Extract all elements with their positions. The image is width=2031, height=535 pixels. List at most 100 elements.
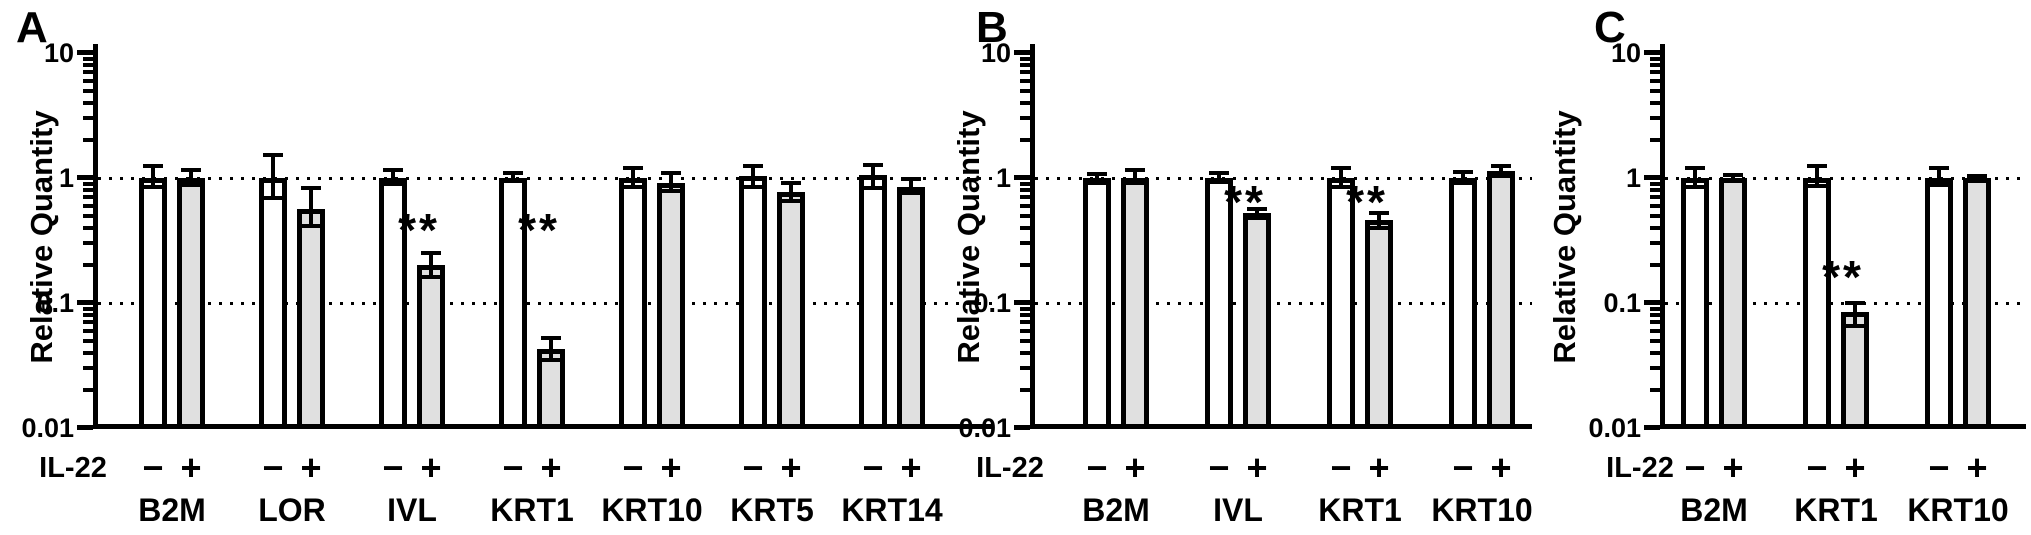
error-bar-cap-bottom	[1453, 181, 1473, 186]
error-bar-cap-bottom	[1125, 181, 1145, 186]
bar-KRT10-plus	[657, 183, 685, 429]
treatment-marker: +	[900, 447, 922, 488]
treatment-marker: +	[1966, 447, 1988, 488]
treatment-marker: +	[1844, 447, 1866, 488]
error-bar-cap-bottom	[1929, 182, 1949, 187]
minor-tick	[1020, 203, 1030, 208]
treatment-marker: −	[382, 447, 404, 488]
y-tick-label: 10	[980, 38, 1011, 68]
error-bar-cap-bottom	[743, 184, 763, 189]
error-bar-cap-top	[863, 163, 883, 168]
error-bar-cap-bottom	[1491, 173, 1511, 178]
error-bar-line	[151, 165, 155, 187]
y-axis-line	[1030, 44, 1035, 429]
error-bar-line	[871, 165, 875, 189]
treatment-marker: +	[660, 447, 682, 488]
error-bar-cap-top	[263, 152, 283, 157]
gene-label-IVL: IVL	[1213, 492, 1263, 528]
error-bar-cap-bottom	[781, 199, 801, 204]
minor-tick	[1020, 70, 1030, 75]
error-bar-cap-bottom	[421, 275, 441, 280]
gene-label-B2M: B2M	[1082, 492, 1150, 528]
bar-B2M-minus	[139, 178, 167, 429]
minor-tick	[1650, 88, 1660, 93]
bar-LOR-minus	[259, 178, 287, 429]
major-tick	[1644, 300, 1660, 305]
minor-tick	[83, 263, 93, 268]
bar-KRT1-minus	[1327, 178, 1355, 429]
error-bar-line	[909, 179, 913, 193]
treatment-marker: +	[300, 447, 322, 488]
error-bar-cap-top	[1369, 211, 1389, 216]
bar-B2M-plus	[1719, 178, 1747, 429]
minor-tick	[1020, 366, 1030, 371]
minor-tick	[1020, 116, 1030, 121]
error-bar-cap-top	[901, 177, 921, 182]
minor-tick	[83, 320, 93, 325]
error-bar-line	[1937, 168, 1941, 185]
error-bar-line	[789, 183, 793, 202]
minor-tick	[83, 338, 93, 343]
y-tick-label: 1	[1625, 163, 1641, 193]
bar-KRT10-minus	[1449, 178, 1477, 429]
minor-tick	[1020, 100, 1030, 105]
bar-IVL-minus	[379, 178, 407, 429]
minor-tick	[83, 88, 93, 93]
error-bar-cap-top	[1685, 166, 1705, 171]
panel-a-letter: A	[16, 3, 48, 52]
bar-KRT10-plus	[1487, 171, 1515, 429]
bar-LOR-plus	[297, 208, 325, 429]
minor-tick	[83, 116, 93, 121]
error-bar-cap-top	[743, 163, 763, 168]
error-bar-cap-bottom	[1369, 225, 1389, 230]
gene-label-KRT10: KRT10	[1907, 492, 2009, 528]
major-tick	[1014, 175, 1030, 180]
error-bar-cap-bottom	[1209, 179, 1229, 184]
bar-KRT1-plus	[537, 348, 565, 429]
minor-tick	[1650, 100, 1660, 105]
minor-tick	[1020, 225, 1030, 230]
error-bar-cap-bottom	[1331, 184, 1351, 189]
minor-tick	[1650, 203, 1660, 208]
y-tick-label: 1	[995, 163, 1011, 193]
bar-KRT1-minus	[499, 178, 527, 429]
error-bar-cap-bottom	[263, 196, 283, 201]
error-bar-line	[669, 172, 673, 191]
error-bar-line	[1499, 165, 1503, 176]
bar-KRT10-minus	[1925, 178, 1953, 429]
bar-KRT14-minus	[859, 175, 887, 429]
bar-B2M-plus	[1121, 178, 1149, 429]
bar-KRT14-plus	[897, 186, 925, 429]
error-bar-line	[429, 253, 433, 278]
minor-tick	[83, 188, 93, 193]
error-bar-cap-bottom	[503, 178, 523, 183]
gridline-1	[1665, 177, 2026, 180]
minor-tick	[1650, 56, 1660, 61]
y-tick-label: 0.1	[36, 288, 74, 318]
y-tick-label: 0.1	[1603, 288, 1641, 318]
major-tick	[77, 300, 93, 305]
error-bar-cap-bottom	[301, 224, 321, 229]
x-axis-line	[1030, 424, 1532, 429]
minor-tick	[83, 225, 93, 230]
bar-KRT5-minus	[739, 176, 767, 429]
minor-tick	[1650, 225, 1660, 230]
minor-tick	[1020, 263, 1030, 268]
treatment-marker: −	[1928, 447, 1950, 488]
bar-B2M-plus	[177, 178, 205, 429]
gridline-0.1	[1035, 302, 1532, 305]
minor-tick	[1650, 213, 1660, 218]
treatment-marker: −	[262, 447, 284, 488]
minor-tick	[1020, 350, 1030, 355]
minor-tick	[1650, 63, 1660, 68]
minor-tick	[1650, 181, 1660, 186]
error-bar-cap-top	[1209, 170, 1229, 175]
error-bar-cap-top	[781, 181, 801, 186]
significance-marker: **	[398, 203, 440, 256]
error-bar-line	[1815, 165, 1819, 187]
error-bar-line	[309, 188, 313, 227]
error-bar-cap-top	[661, 170, 681, 175]
minor-tick	[1650, 350, 1660, 355]
minor-tick	[1020, 338, 1030, 343]
error-bar-cap-bottom	[901, 190, 921, 195]
